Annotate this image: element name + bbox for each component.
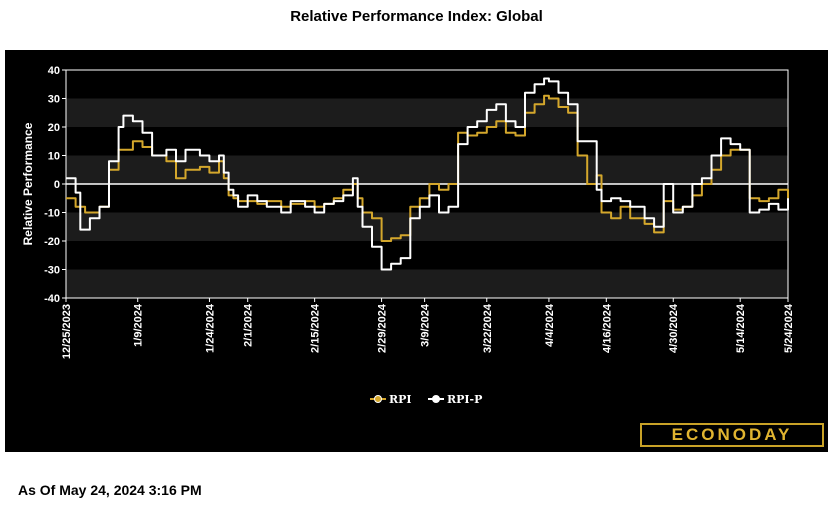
x-tick-label: 4/4/2024 [544,303,556,347]
y-band [66,212,788,241]
legend-label: RPI [389,393,412,406]
y-band [66,155,788,184]
x-tick-label: 3/9/2024 [420,303,432,347]
x-tick-label: 3/22/2024 [482,303,494,353]
x-tick-label: 12/25/2023 [61,304,73,359]
x-tick-label: 2/1/2024 [243,303,255,347]
y-tick-label: -20 [44,236,60,248]
y-tick-label: -30 [44,265,60,277]
econoday-logo: ECONODAY [640,423,824,447]
legend-marker [374,395,382,403]
x-tick-label: 4/30/2024 [668,303,680,353]
series-line-rpi-p [66,77,789,271]
y-band [66,269,788,298]
y-tick-label: 30 [48,94,60,106]
y-tick-label: -10 [44,208,60,220]
x-tick-label: 5/14/2024 [735,303,747,353]
chart-title: Relative Performance Index: Global [290,8,543,25]
x-tick-label: 1/9/2024 [133,303,145,347]
y-tick-label: 10 [48,151,60,163]
legend-label: RPI-P [447,393,482,406]
x-tick-label: 2/29/2024 [377,303,389,353]
y-tick-label: 0 [54,179,60,191]
y-axis-label: Relative Performance [21,122,35,245]
y-tick-label: 40 [48,65,60,77]
x-tick-label: 4/16/2024 [601,303,613,353]
x-tick-label: 5/24/2024 [783,303,795,353]
y-tick-label: -40 [44,293,60,305]
x-tick-label: 1/24/2024 [204,303,216,353]
legend-marker [432,395,440,403]
y-band [66,98,788,127]
y-tick-label: 20 [48,122,60,134]
as-of-timestamp: As Of May 24, 2024 3:16 PM [18,482,202,498]
x-tick-label: 2/15/2024 [310,303,322,353]
